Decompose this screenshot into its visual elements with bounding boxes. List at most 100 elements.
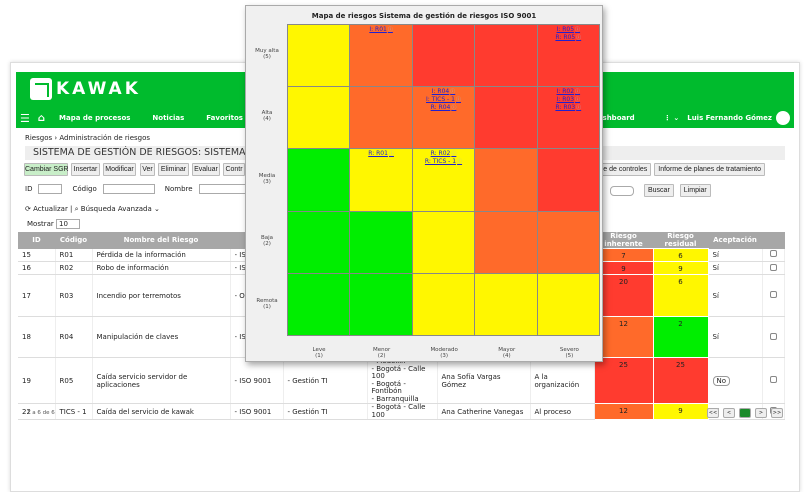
busqueda-avanzada-link[interactable]: Búsqueda Avanzada <box>80 205 152 213</box>
cell-sedes: - Medellín- Bogotá - Calle 100- Bogotá -… <box>367 357 438 404</box>
refresh-icon[interactable]: ⟳ <box>25 205 31 213</box>
info-icon: ⓘ <box>575 27 581 33</box>
ver-button[interactable]: Ver <box>140 163 155 176</box>
cell-aceptacion: Sí <box>708 248 763 262</box>
eliminar-button[interactable]: Eliminar <box>158 163 189 176</box>
risk-map-link[interactable]: I: R02ⓘ <box>556 88 581 96</box>
actualizar-link[interactable]: Actualizar <box>33 205 68 213</box>
cambiar-sgr-button[interactable]: Cambiar SGR <box>24 163 69 176</box>
column-header[interactable]: Código <box>55 232 92 249</box>
cell-sistema: - ISO 9001 <box>230 357 284 404</box>
page-button[interactable]: >> <box>771 408 783 418</box>
cell-select <box>762 274 785 317</box>
cell-riesgo-residual: 6 <box>652 274 709 317</box>
limpiar-button[interactable]: Limpiar <box>679 184 711 197</box>
info-icon: ⓘ <box>575 97 581 104</box>
row-checkbox[interactable] <box>769 250 777 258</box>
risk-map-link[interactable]: I: R05ⓘ <box>556 26 581 33</box>
risk-map-col-label: Moderado (3) <box>413 347 475 359</box>
cell-id: 16 <box>18 261 56 275</box>
pagination: << <1 > >> <box>707 408 783 418</box>
risk-map-cell <box>475 25 537 87</box>
column-header[interactable] <box>762 232 785 249</box>
cell-nombre: Manipulación de claves <box>92 316 231 358</box>
page-button[interactable]: << <box>707 408 719 418</box>
risk-map-link[interactable]: R: R03ⓘ <box>555 104 582 112</box>
sistema-value: - ISO 9001 <box>234 264 246 272</box>
column-header[interactable]: ID <box>18 232 55 249</box>
id-input[interactable] <box>38 184 63 194</box>
table-row[interactable]: 22 TICS - 1 Caída del servicio de kawak - I… <box>18 403 785 420</box>
risk-map-link[interactable]: I: TICS - 1ⓘ <box>426 96 461 104</box>
info-icon: ⓘ <box>575 89 581 96</box>
page-button[interactable]: > <box>755 408 767 418</box>
user-area: ⋮ ⌄ Luis Fernando Gómez <box>664 111 790 125</box>
risk-map-cell <box>475 273 537 335</box>
sede-item: - Bogotá - Calle 100 <box>371 364 426 380</box>
risk-map-cell: I: R05ⓘ R: R05ⓘ <box>537 25 599 87</box>
cell-proceso: - Gestión TI <box>283 403 368 420</box>
cell-alcance: Al proceso <box>530 403 595 420</box>
risk-map-cell: I: R02ⓘ I: R03ⓘ R: R03ⓘ <box>537 87 599 149</box>
column-header[interactable]: Riesgo inherente <box>594 232 653 249</box>
table-row[interactable]: 19 R05 Caída servicio servidor de aplicaci… <box>18 357 785 404</box>
home-icon[interactable]: ⌂ <box>37 112 46 124</box>
column-header[interactable]: Aceptación <box>708 232 762 249</box>
info-icon: ⓘ <box>388 151 394 158</box>
row-label-line: Remota <box>256 297 278 304</box>
cell-nombre: Incendio por terremotos <box>92 274 231 317</box>
row-checkbox[interactable] <box>769 263 777 271</box>
avatar[interactable] <box>776 111 790 125</box>
risk-map-col-label: Mayor (4) <box>476 347 538 359</box>
column-header[interactable]: Nombre del Riesgo <box>92 232 230 249</box>
risk-map-link[interactable]: R: TICS - 1ⓘ <box>424 158 463 166</box>
row-label-line: Muy alta <box>255 48 279 54</box>
row-checkbox[interactable] <box>769 291 777 298</box>
codigo-input[interactable] <box>102 184 155 194</box>
row-checkbox[interactable] <box>769 376 777 383</box>
nombre-input[interactable] <box>198 184 249 194</box>
risk-map-cell <box>350 211 412 273</box>
risk-map-cell <box>350 273 412 335</box>
risk-map-link[interactable]: I: R01ⓘ <box>369 26 393 33</box>
aceptacion-select[interactable]: No <box>712 375 731 386</box>
risk-map-link[interactable]: I: R03ⓘ <box>556 96 581 104</box>
insertar-button[interactable]: Insertar <box>71 163 100 176</box>
informe-planes-button[interactable]: Informe de planes de tratamiento <box>654 163 765 176</box>
col-label-line: (5) <box>565 353 574 359</box>
risk-map-link[interactable]: R: R02ⓘ <box>430 150 457 158</box>
nav-mapa-procesos[interactable]: Mapa de procesos <box>59 114 131 122</box>
cell-riesgo-inherente: 25 <box>593 357 654 404</box>
cell-id: 22 <box>18 403 56 420</box>
filter-select[interactable] <box>610 185 634 196</box>
menu-icon[interactable]: ☰ <box>20 111 30 125</box>
risk-map-cell: I: R01ⓘ <box>350 25 412 87</box>
risk-map-cell <box>288 25 350 87</box>
row-checkbox[interactable] <box>769 332 777 340</box>
mostrar-label: Mostrar <box>27 220 54 228</box>
modificar-button[interactable]: Modificar <box>103 163 136 176</box>
column-header[interactable]: Riesgo residual <box>653 232 708 249</box>
page-size-select[interactable]: 10 <box>56 219 80 229</box>
risk-map-link[interactable]: I: R04ⓘ <box>431 88 456 96</box>
kawak-logo[interactable]: KAWAK <box>30 78 141 100</box>
nav-dashboard[interactable]: Dashboard <box>592 114 635 122</box>
more-icon[interactable]: ⋮ ⌄ <box>663 114 680 122</box>
cell-nombre: Caída servicio servidor de aplicaciones <box>92 357 231 404</box>
buscar-button[interactable]: Buscar <box>644 184 674 197</box>
risk-map-cell <box>350 87 412 149</box>
risk-map-cell <box>412 273 475 335</box>
page-button[interactable]: 1 <box>739 408 751 418</box>
page-button[interactable]: < <box>723 408 735 418</box>
risk-map-link[interactable]: R: R04ⓘ <box>430 104 457 112</box>
nav-noticias[interactable]: Noticias <box>152 114 185 122</box>
risk-map-link[interactable]: R: R01ⓘ <box>368 150 394 158</box>
user-name[interactable]: Luis Fernando Gómez <box>687 114 772 122</box>
filters: ID Código Nombre <box>25 184 249 194</box>
evaluar-button[interactable]: Evaluar <box>192 163 220 176</box>
row-label-line: (2) <box>263 241 271 248</box>
risk-map-link[interactable]: R: R05ⓘ <box>555 34 582 41</box>
page-title: SISTEMA DE GESTIÓN DE RIESGOS: SISTEMA D… <box>33 147 245 158</box>
controles-button[interactable]: Contr <box>223 163 245 176</box>
nav-favoritos[interactable]: Favoritos <box>206 114 243 122</box>
